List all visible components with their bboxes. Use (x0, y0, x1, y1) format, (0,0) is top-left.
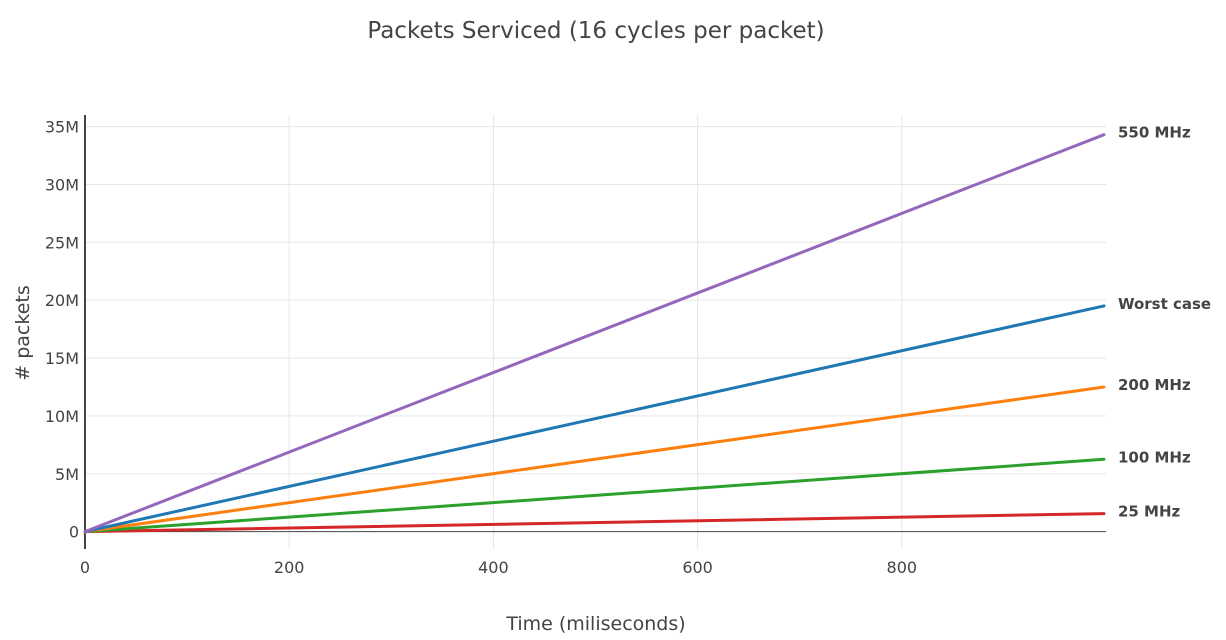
y-tick-label: 0 (69, 523, 79, 542)
x-tick-label: 600 (682, 558, 713, 577)
series-label-worst-case: Worst case (1118, 295, 1211, 313)
series-line-worst-case (83, 304, 1106, 534)
series-line-100-mhz (83, 457, 1106, 534)
y-tick-label: 30M (45, 175, 79, 194)
series-labels: 550 MHz Worst case 200 MHz 100 MHz 25 MHz (1118, 124, 1211, 521)
series-line-200-mhz (83, 385, 1106, 534)
y-tick-label: 25M (45, 233, 79, 252)
x-tick-label: 0 (80, 558, 90, 577)
x-tick-label: 200 (274, 558, 305, 577)
x-tick-label: 800 (887, 558, 918, 577)
axes (84, 115, 1106, 549)
y-tick-label: 15M (45, 349, 79, 368)
grid (85, 115, 1106, 549)
series-label-550-mhz: 550 MHz (1118, 124, 1191, 142)
series-label-200-mhz: 200 MHz (1118, 376, 1191, 394)
chart-title: Packets Serviced (16 cycles per packet) (367, 18, 824, 44)
series-lines (83, 133, 1106, 534)
y-tick-label: 5M (55, 465, 79, 484)
series-label-100-mhz: 100 MHz (1118, 448, 1191, 466)
y-tick-label: 35M (45, 118, 79, 137)
tick-labels: 0 200 400 600 800 0 5M 10M 15M 20M 25M 30M 35M (45, 118, 917, 577)
x-tick-label: 400 (478, 558, 509, 577)
x-axis-title: Time (miliseconds) (505, 613, 685, 635)
series-label-25-mhz: 25 MHz (1118, 503, 1181, 521)
y-axis-title: # packets (12, 285, 34, 380)
y-tick-label: 10M (45, 407, 79, 426)
series-line-550-mhz (83, 133, 1106, 534)
series-line-25-mhz (83, 512, 1106, 534)
y-tick-label: 20M (45, 291, 79, 310)
